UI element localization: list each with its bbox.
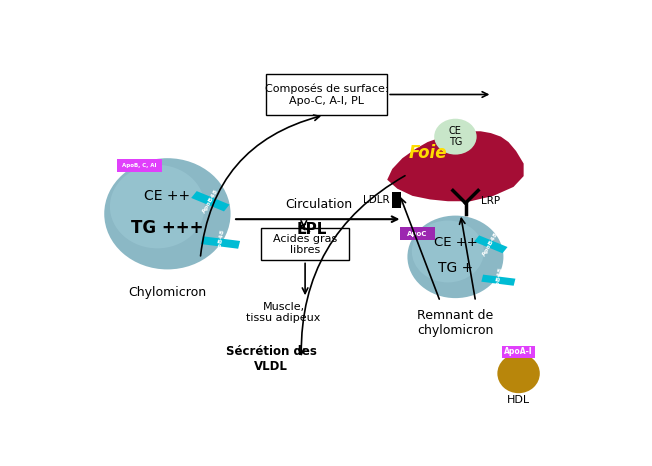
Text: HDL: HDL <box>507 395 530 405</box>
Ellipse shape <box>104 158 231 269</box>
Bar <box>481 274 516 286</box>
Text: ApoB, C, AI: ApoB, C, AI <box>123 163 157 168</box>
Text: ApoB48: ApoB48 <box>216 229 226 256</box>
Bar <box>201 236 240 249</box>
Bar <box>266 74 387 115</box>
Bar <box>117 158 162 172</box>
Bar <box>261 228 349 260</box>
Text: Composés de surface:
Apo-C, A-I, PL: Composés de surface: Apo-C, A-I, PL <box>265 83 389 105</box>
Text: CE ++: CE ++ <box>144 189 190 203</box>
Polygon shape <box>387 131 524 201</box>
Text: LRP: LRP <box>481 196 500 206</box>
Bar <box>392 192 401 208</box>
Text: Muscle,
tissu adipeux: Muscle, tissu adipeux <box>246 302 321 323</box>
Text: Acides gras
libres: Acides gras libres <box>273 233 337 255</box>
Ellipse shape <box>408 216 503 298</box>
Text: ApoC: ApoC <box>408 231 428 237</box>
Ellipse shape <box>110 165 205 248</box>
Text: ApoB48: ApoB48 <box>494 267 503 294</box>
Text: Sécrétion des
VLDL: Sécrétion des VLDL <box>226 345 316 373</box>
Ellipse shape <box>497 354 540 393</box>
Text: Chylomicron: Chylomicron <box>128 286 207 299</box>
Text: TG +++: TG +++ <box>131 219 203 237</box>
Bar <box>400 227 436 240</box>
Text: LDLR: LDLR <box>363 195 389 205</box>
Bar <box>502 346 535 358</box>
Text: LPL: LPL <box>296 222 327 238</box>
Text: Foie: Foie <box>408 144 447 162</box>
Ellipse shape <box>412 220 484 282</box>
Ellipse shape <box>434 119 477 155</box>
Text: ApoA-I: ApoA-I <box>504 348 533 356</box>
Text: ApoB48: ApoB48 <box>482 231 499 257</box>
Bar <box>191 191 230 212</box>
Bar <box>474 235 507 253</box>
Text: CE ++: CE ++ <box>434 236 477 249</box>
Text: CE
TG: CE TG <box>449 126 462 147</box>
Text: Remnant de
chylomicron: Remnant de chylomicron <box>417 309 494 337</box>
Text: ApoB48: ApoB48 <box>201 188 219 214</box>
Text: TG +: TG + <box>437 260 473 274</box>
Text: Circulation: Circulation <box>286 199 353 211</box>
